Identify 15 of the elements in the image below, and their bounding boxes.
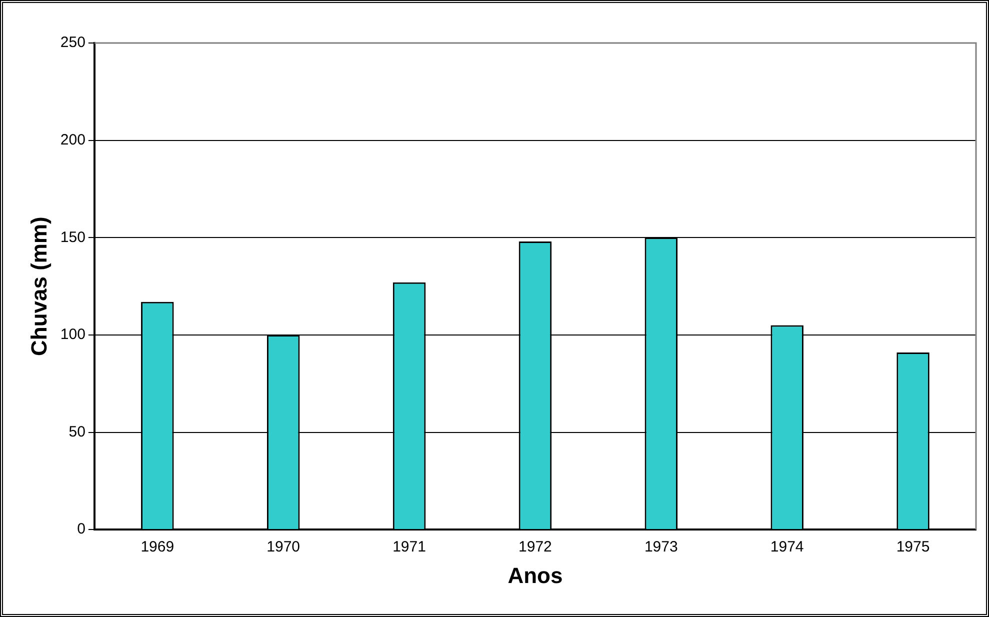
y-tick-label: 150 (60, 228, 86, 246)
x-tick-label: 1969 (140, 538, 174, 556)
y-tick-label: 50 (68, 423, 86, 440)
y-tick-label: 250 (60, 34, 86, 52)
x-axis-title: Anos (508, 562, 563, 588)
x-tick-label: 1973 (644, 538, 678, 556)
x-tick-label: 1974 (770, 538, 804, 556)
x-tick-label: 1972 (518, 538, 552, 556)
y-tick-label: 200 (60, 131, 86, 148)
x-tick-label: 1970 (266, 538, 300, 556)
y-axis-title: Chuvas (mm) (26, 216, 52, 356)
x-tick-label: 1975 (896, 538, 930, 556)
x-tick-label: 1971 (392, 538, 426, 556)
y-tick-label: 0 (77, 520, 86, 538)
y-tick-label: 100 (60, 326, 86, 344)
